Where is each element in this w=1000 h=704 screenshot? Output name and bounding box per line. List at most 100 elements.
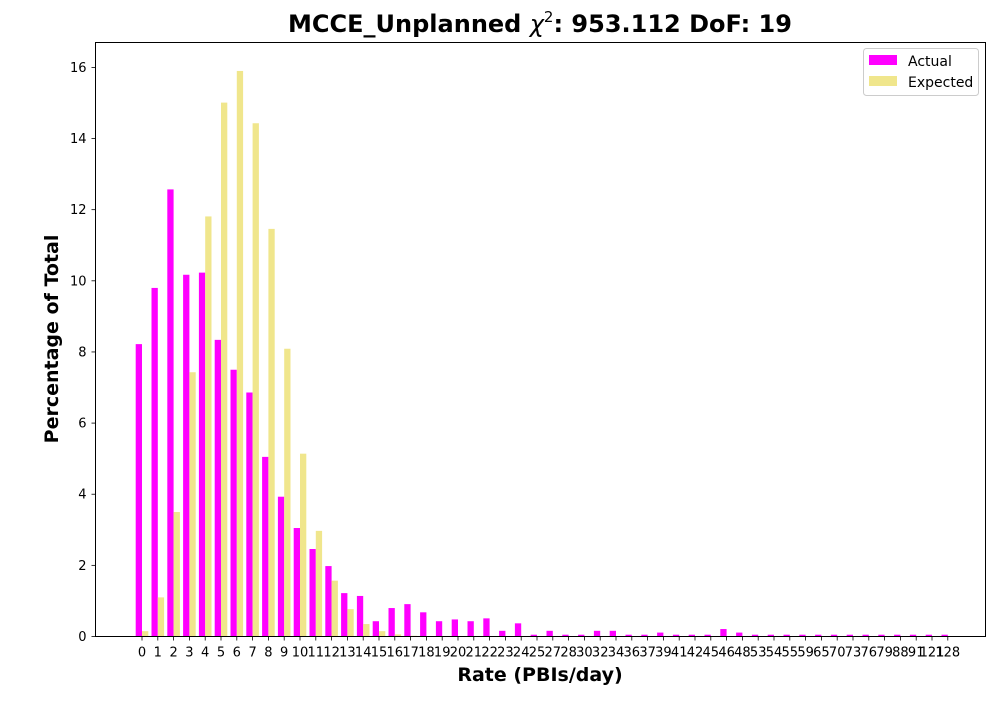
- x-tick-label: 34: [608, 646, 625, 661]
- bar-actual-48: [736, 633, 742, 637]
- bar-actual-22: [483, 618, 489, 636]
- legend-label-expected: Expected: [908, 75, 973, 91]
- bar-actual-3: [183, 275, 189, 637]
- x-tick-label: 5: [217, 646, 225, 661]
- legend-swatch-actual: [869, 55, 897, 65]
- x-tick-label: 20: [450, 646, 467, 661]
- x-tick-label: 14: [355, 646, 372, 661]
- bar-expected-1: [158, 597, 164, 636]
- bar-actual-6: [231, 370, 237, 637]
- x-axis-label: Rate (PBIs/day): [457, 664, 622, 686]
- x-tick-label: 53: [750, 646, 767, 661]
- x-tick-label: 25: [529, 646, 546, 661]
- bar-actual-27: [547, 631, 553, 637]
- bar-actual-8: [262, 457, 268, 637]
- bar-expected-13: [347, 609, 353, 636]
- y-tick-label: 12: [70, 203, 87, 218]
- y-axis-label: Percentage of Total: [41, 235, 63, 444]
- bar-expected-10: [300, 454, 306, 637]
- bar-actual-7: [246, 393, 252, 637]
- legend-label-actual: Actual: [908, 54, 952, 70]
- x-tick-label: 22: [481, 646, 498, 661]
- x-tick-label: 21: [466, 646, 483, 661]
- y-tick-label: 8: [78, 345, 86, 360]
- bar-expected-5: [221, 103, 227, 637]
- bar-expected-11: [316, 531, 322, 637]
- x-tick-label: 27: [545, 646, 562, 661]
- bar-actual-4: [199, 273, 205, 637]
- bar-actual-18: [420, 612, 426, 636]
- bar-actual-19: [436, 621, 442, 636]
- bar-actual-23: [499, 631, 505, 637]
- bar-actual-1: [152, 288, 158, 637]
- x-tick-label: 10: [292, 646, 309, 661]
- bar-actual-15: [373, 621, 379, 636]
- legend-swatch-expected: [869, 76, 897, 86]
- x-tick-label: 41: [671, 646, 688, 661]
- x-tick-label: 70: [829, 646, 846, 661]
- bar-expected-6: [237, 71, 243, 637]
- x-tick-label: 17: [402, 646, 419, 661]
- x-tick-label: 6: [233, 646, 241, 661]
- x-tick-label: 48: [734, 646, 751, 661]
- bar-expected-14: [363, 624, 369, 636]
- x-tick-label: 45: [703, 646, 720, 661]
- x-tick-label: 30: [576, 646, 593, 661]
- bar-expected-9: [284, 349, 290, 637]
- x-tick-label: 37: [639, 646, 656, 661]
- title-prefix: MCCE_Unplanned: [288, 10, 530, 38]
- bar-actual-24: [515, 623, 521, 636]
- bar-expected-0: [142, 631, 148, 636]
- x-tick-label: 8: [264, 646, 272, 661]
- bar-actual-21: [468, 621, 474, 636]
- x-tick-label: 76: [861, 646, 878, 661]
- bar-actual-39: [657, 633, 663, 637]
- x-tick-label: 18: [418, 646, 435, 661]
- x-tick-label: 13: [339, 646, 356, 661]
- bar-expected-3: [189, 372, 195, 636]
- bar-expected-15: [379, 631, 385, 636]
- bar-expected-7: [253, 123, 259, 636]
- bar-expected-2: [174, 512, 180, 636]
- x-tick-label: 65: [813, 646, 830, 661]
- chart-title: MCCE_Unplanned χ2: 953.112 DoF: 19: [288, 8, 792, 38]
- x-tick-label: 11: [308, 646, 325, 661]
- x-tick-label: 24: [513, 646, 530, 661]
- bar-actual-14: [357, 596, 363, 637]
- y-tick-label: 6: [78, 417, 86, 432]
- title-superscript: 2: [544, 8, 554, 26]
- title-suffix: : 953.112 DoF: 19: [553, 10, 791, 38]
- x-tick-label: 88: [892, 646, 909, 661]
- bar-actual-13: [341, 593, 347, 636]
- x-tick-label: 128: [935, 646, 960, 661]
- bar-actual-46: [720, 629, 726, 636]
- x-tick-label: 23: [497, 646, 514, 661]
- y-tick-label: 4: [78, 488, 86, 503]
- bar-expected-4: [205, 216, 211, 636]
- bar-actual-34: [610, 631, 616, 637]
- x-tick-label: 39: [655, 646, 672, 661]
- y-tick-label: 2: [78, 559, 86, 574]
- bar-actual-2: [167, 189, 173, 636]
- bar-actual-9: [278, 497, 284, 637]
- x-tick-label: 1: [154, 646, 162, 661]
- bar-actual-0: [136, 344, 142, 636]
- bar-actual-17: [404, 604, 410, 636]
- legend: Actual Expected: [864, 49, 979, 96]
- bar-actual-5: [215, 340, 221, 637]
- y-tick-label: 16: [70, 61, 87, 76]
- x-tick-label: 9: [280, 646, 288, 661]
- x-tick-label: 46: [718, 646, 735, 661]
- bar-expected-12: [332, 581, 338, 637]
- bar-actual-12: [325, 566, 331, 636]
- x-tick-label: 2: [169, 646, 177, 661]
- x-tick-label: 73: [845, 646, 862, 661]
- x-tick-label: 7: [248, 646, 256, 661]
- bar-actual-11: [310, 549, 316, 637]
- y-tick-label: 0: [78, 630, 86, 645]
- bar-actual-10: [294, 528, 300, 636]
